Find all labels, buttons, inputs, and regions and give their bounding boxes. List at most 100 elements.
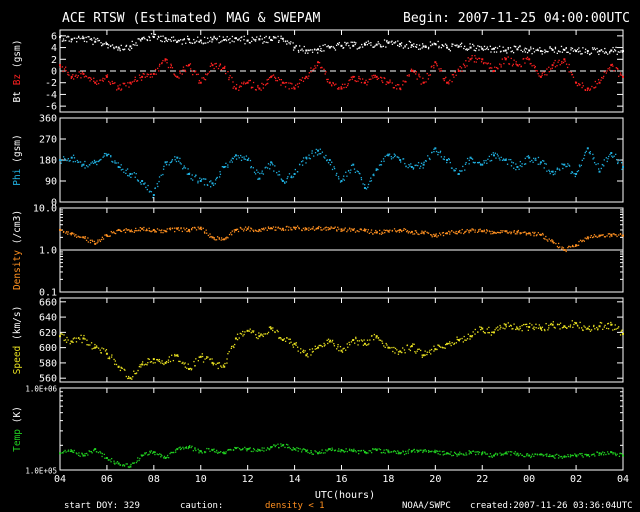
interp-point-mag [181, 73, 183, 75]
interp-point-mag [548, 66, 550, 68]
interp-point-phi [182, 168, 184, 170]
data-point-speed [352, 339, 355, 341]
interp-point-mag [574, 49, 576, 51]
interp-point-speed [217, 367, 219, 370]
interp-point-mag [394, 41, 397, 43]
interp-point-mag [534, 65, 536, 68]
interp-point-phi [372, 174, 374, 176]
interp-point-temp [387, 449, 389, 451]
interp-point-mag [200, 42, 203, 44]
data-point-mag [446, 81, 449, 84]
interp-point-density [267, 226, 270, 228]
data-point-speed [105, 352, 108, 355]
interp-point-speed [295, 342, 297, 344]
interp-point-temp [263, 450, 265, 452]
data-point-phi [363, 187, 366, 189]
data-point-mag [622, 75, 624, 78]
interp-point-phi [99, 159, 101, 161]
interp-point-temp [275, 444, 277, 447]
interp-point-density [613, 233, 615, 235]
interp-point-temp [145, 452, 147, 454]
interp-point-phi [549, 172, 551, 175]
interp-point-mag [233, 41, 235, 43]
data-point-speed [387, 346, 390, 349]
interp-point-mag [456, 44, 458, 46]
interp-point-phi [76, 159, 78, 162]
data-point-phi [551, 170, 554, 173]
interp-point-mag [593, 87, 595, 89]
data-point-density [399, 228, 402, 231]
interp-point-speed [549, 323, 552, 326]
interp-point-speed [349, 343, 351, 346]
interp-point-temp [285, 443, 288, 446]
interp-point-mag [463, 45, 466, 47]
interp-point-temp [183, 448, 185, 450]
interp-point-mag [591, 47, 594, 49]
interp-point-mag [535, 49, 537, 51]
interp-point-mag [598, 53, 600, 56]
interp-point-temp [557, 457, 560, 459]
interp-point-phi [203, 184, 206, 186]
interp-point-speed [433, 350, 435, 352]
interp-point-density [603, 236, 606, 238]
interp-point-phi [296, 171, 299, 173]
interp-point-speed [141, 361, 144, 363]
interp-point-temp [414, 451, 416, 453]
interp-point-temp [78, 452, 80, 454]
interp-point-phi [537, 163, 539, 165]
interp-point-mag [455, 74, 457, 76]
interp-point-phi [598, 168, 600, 170]
interp-point-mag [508, 63, 511, 65]
interp-point-density [388, 231, 390, 233]
interp-point-mag [256, 36, 258, 38]
interp-point-temp [397, 450, 399, 452]
interp-point-speed [267, 331, 270, 334]
interp-point-temp [616, 453, 618, 455]
interp-point-density [96, 242, 98, 244]
interp-point-phi [272, 164, 274, 166]
interp-point-temp [510, 454, 512, 456]
interp-point-phi [231, 161, 233, 163]
data-point-mag [258, 87, 261, 90]
interp-point-speed [181, 362, 183, 364]
interp-point-mag [179, 72, 181, 74]
interp-point-temp [265, 449, 268, 451]
interp-point-temp [198, 450, 200, 452]
interp-point-density [231, 234, 233, 236]
interp-point-temp [159, 453, 161, 455]
interp-point-density [575, 245, 577, 247]
interp-point-temp [507, 451, 509, 453]
interp-point-mag [593, 47, 596, 49]
interp-point-temp [591, 453, 594, 456]
interp-point-phi [91, 161, 94, 163]
interp-point-temp [619, 452, 621, 454]
interp-point-temp [514, 451, 516, 453]
interp-point-density [525, 234, 528, 236]
interp-point-temp [217, 451, 219, 453]
interp-point-temp [400, 452, 402, 454]
interp-point-phi [383, 160, 385, 162]
interp-point-density [427, 232, 430, 234]
interp-point-density [312, 228, 314, 230]
interp-point-mag [530, 62, 532, 65]
interp-point-density [241, 228, 243, 230]
interp-point-mag [442, 78, 444, 80]
interp-point-mag [421, 43, 424, 45]
interp-point-phi [85, 164, 88, 167]
interp-point-density [134, 230, 136, 232]
data-point-temp [211, 449, 214, 452]
interp-point-temp [250, 450, 252, 453]
interp-point-density [93, 240, 96, 243]
interp-point-phi [417, 164, 419, 167]
interp-point-mag [213, 35, 215, 38]
interp-point-speed [606, 323, 609, 325]
interp-point-temp [615, 454, 617, 457]
interp-point-mag [232, 81, 234, 83]
interp-point-mag [215, 65, 217, 68]
interp-point-phi [110, 156, 112, 158]
interp-point-speed [140, 366, 142, 368]
interp-point-mag [164, 40, 166, 43]
interp-point-speed [207, 356, 209, 358]
interp-point-phi [97, 160, 100, 163]
interp-point-density [226, 236, 228, 238]
